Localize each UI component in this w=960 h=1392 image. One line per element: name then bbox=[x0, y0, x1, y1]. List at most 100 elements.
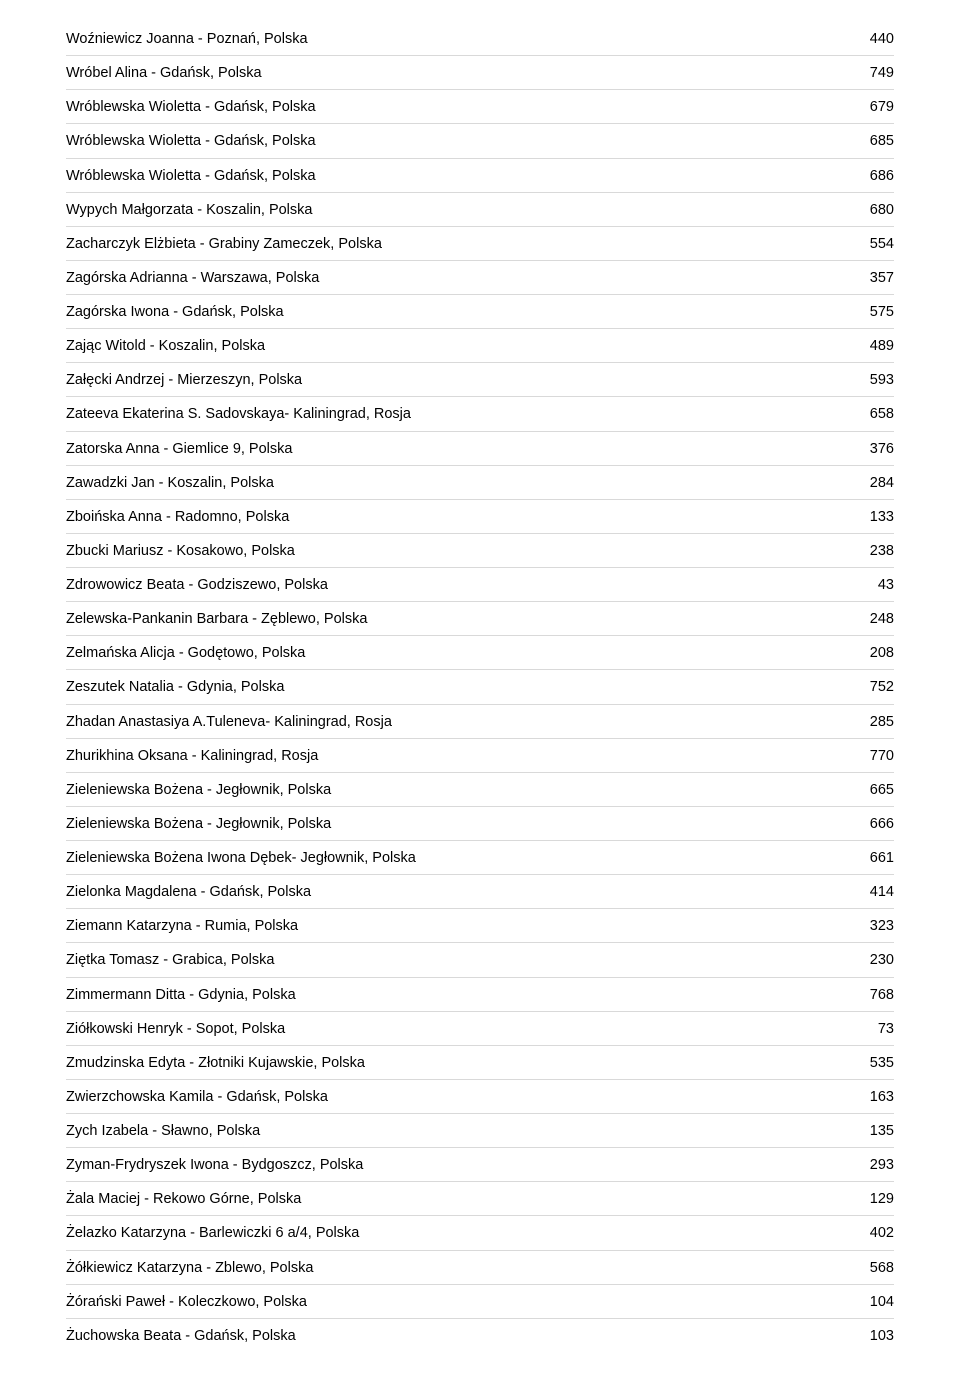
entry-number: 593 bbox=[844, 371, 894, 389]
entry-name: Zieleniewska Bożena - Jegłownik, Polska bbox=[66, 815, 844, 833]
entry-name: Zyman-Frydryszek Iwona - Bydgoszcz, Pols… bbox=[66, 1156, 844, 1174]
entry-name: Ziółkowski Henryk - Sopot, Polska bbox=[66, 1020, 844, 1038]
table-row: Zacharczyk Elżbieta - Grabiny Zameczek, … bbox=[66, 226, 894, 260]
entry-name: Wróblewska Wioletta - Gdańsk, Polska bbox=[66, 132, 844, 150]
entry-name: Zdrowowicz Beata - Godziszewo, Polska bbox=[66, 576, 844, 594]
table-row: Zimmermann Ditta - Gdynia, Polska768 bbox=[66, 977, 894, 1011]
entry-number: 575 bbox=[844, 303, 894, 321]
entry-name: Zwierzchowska Kamila - Gdańsk, Polska bbox=[66, 1088, 844, 1106]
entry-number: 129 bbox=[844, 1190, 894, 1208]
entry-name: Ziemann Katarzyna - Rumia, Polska bbox=[66, 917, 844, 935]
entry-name: Zhurikhina Oksana - Kaliningrad, Rosja bbox=[66, 747, 844, 765]
entry-number: 568 bbox=[844, 1259, 894, 1277]
entry-name: Woźniewicz Joanna - Poznań, Polska bbox=[66, 30, 844, 48]
entry-name: Ziętka Tomasz - Grabica, Polska bbox=[66, 951, 844, 969]
entry-name: Wróblewska Wioletta - Gdańsk, Polska bbox=[66, 98, 844, 116]
entry-name: Zagórska Iwona - Gdańsk, Polska bbox=[66, 303, 844, 321]
entry-number: 414 bbox=[844, 883, 894, 901]
table-row: Zagórska Adrianna - Warszawa, Polska357 bbox=[66, 260, 894, 294]
table-row: Zelewska-Pankanin Barbara - Zęblewo, Pol… bbox=[66, 601, 894, 635]
entry-number: 293 bbox=[844, 1156, 894, 1174]
entry-name: Żółkiewicz Katarzyna - Zblewo, Polska bbox=[66, 1259, 844, 1277]
entry-number: 685 bbox=[844, 132, 894, 150]
table-row: Zhurikhina Oksana - Kaliningrad, Rosja77… bbox=[66, 738, 894, 772]
entry-number: 489 bbox=[844, 337, 894, 355]
entry-number: 749 bbox=[844, 64, 894, 82]
entry-name: Zielonka Magdalena - Gdańsk, Polska bbox=[66, 883, 844, 901]
entry-number: 163 bbox=[844, 1088, 894, 1106]
entry-name: Zeszutek Natalia - Gdynia, Polska bbox=[66, 678, 844, 696]
table-row: Zawadzki Jan - Koszalin, Polska284 bbox=[66, 465, 894, 499]
entry-name: Zając Witold - Koszalin, Polska bbox=[66, 337, 844, 355]
table-row: Żelazko Katarzyna - Barlewiczki 6 a/4, P… bbox=[66, 1215, 894, 1249]
table-row: Wypych Małgorzata - Koszalin, Polska680 bbox=[66, 192, 894, 226]
entry-name: Zbucki Mariusz - Kosakowo, Polska bbox=[66, 542, 844, 560]
entry-number: 238 bbox=[844, 542, 894, 560]
entry-name: Zacharczyk Elżbieta - Grabiny Zameczek, … bbox=[66, 235, 844, 253]
table-row: Zych Izabela - Sławno, Polska135 bbox=[66, 1113, 894, 1147]
table-row: Zyman-Frydryszek Iwona - Bydgoszcz, Pols… bbox=[66, 1147, 894, 1181]
table-row: Zieleniewska Bożena Iwona Dębek- Jegłown… bbox=[66, 840, 894, 874]
entry-name: Zateeva Ekaterina S. Sadovskaya- Kalinin… bbox=[66, 405, 844, 423]
entry-number: 768 bbox=[844, 986, 894, 1004]
table-row: Ziętka Tomasz - Grabica, Polska230 bbox=[66, 942, 894, 976]
entry-number: 248 bbox=[844, 610, 894, 628]
entry-name: Zmudzinska Edyta - Złotniki Kujawskie, P… bbox=[66, 1054, 844, 1072]
table-row: Zieleniewska Bożena - Jegłownik, Polska6… bbox=[66, 806, 894, 840]
table-row: Ziemann Katarzyna - Rumia, Polska323 bbox=[66, 908, 894, 942]
table-row: Zateeva Ekaterina S. Sadovskaya- Kalinin… bbox=[66, 396, 894, 430]
table-row: Zagórska Iwona - Gdańsk, Polska575 bbox=[66, 294, 894, 328]
table-row: Zając Witold - Koszalin, Polska489 bbox=[66, 328, 894, 362]
entry-name: Zhadan Anastasiya A.Tuleneva- Kaliningra… bbox=[66, 713, 844, 731]
table-row: Żórański Paweł - Koleczkowo, Polska104 bbox=[66, 1284, 894, 1318]
entry-name: Załęcki Andrzej - Mierzeszyn, Polska bbox=[66, 371, 844, 389]
entry-name: Zelewska-Pankanin Barbara - Zęblewo, Pol… bbox=[66, 610, 844, 628]
entry-name: Zatorska Anna - Giemlice 9, Polska bbox=[66, 440, 844, 458]
entry-number: 73 bbox=[844, 1020, 894, 1038]
entry-number: 104 bbox=[844, 1293, 894, 1311]
table-row: Wróblewska Wioletta - Gdańsk, Polska686 bbox=[66, 158, 894, 192]
table-row: Żala Maciej - Rekowo Górne, Polska129 bbox=[66, 1181, 894, 1215]
entry-name: Zagórska Adrianna - Warszawa, Polska bbox=[66, 269, 844, 287]
entry-number: 665 bbox=[844, 781, 894, 799]
table-row: Zieleniewska Bożena - Jegłownik, Polska6… bbox=[66, 772, 894, 806]
entry-number: 661 bbox=[844, 849, 894, 867]
table-row: Zielonka Magdalena - Gdańsk, Polska414 bbox=[66, 874, 894, 908]
entry-name: Żórański Paweł - Koleczkowo, Polska bbox=[66, 1293, 844, 1311]
table-row: Zmudzinska Edyta - Złotniki Kujawskie, P… bbox=[66, 1045, 894, 1079]
entry-name: Zych Izabela - Sławno, Polska bbox=[66, 1122, 844, 1140]
table-row: Żółkiewicz Katarzyna - Zblewo, Polska568 bbox=[66, 1250, 894, 1284]
table-row: Zboińska Anna - Radomno, Polska133 bbox=[66, 499, 894, 533]
entry-number: 285 bbox=[844, 713, 894, 731]
entry-number: 554 bbox=[844, 235, 894, 253]
entry-number: 133 bbox=[844, 508, 894, 526]
table-row: Zhadan Anastasiya A.Tuleneva- Kaliningra… bbox=[66, 704, 894, 738]
entry-name: Żuchowska Beata - Gdańsk, Polska bbox=[66, 1327, 844, 1345]
entry-number: 752 bbox=[844, 678, 894, 696]
entry-number: 323 bbox=[844, 917, 894, 935]
entry-name: Żelazko Katarzyna - Barlewiczki 6 a/4, P… bbox=[66, 1224, 844, 1242]
entry-number: 679 bbox=[844, 98, 894, 116]
table-row: Zelmańska Alicja - Godętowo, Polska208 bbox=[66, 635, 894, 669]
entry-name: Wypych Małgorzata - Koszalin, Polska bbox=[66, 201, 844, 219]
entry-name: Zieleniewska Bożena - Jegłownik, Polska bbox=[66, 781, 844, 799]
entry-number: 135 bbox=[844, 1122, 894, 1140]
entry-name: Zawadzki Jan - Koszalin, Polska bbox=[66, 474, 844, 492]
entry-number: 103 bbox=[844, 1327, 894, 1345]
table-row: Woźniewicz Joanna - Poznań, Polska440 bbox=[66, 22, 894, 55]
table-row: Wróblewska Wioletta - Gdańsk, Polska685 bbox=[66, 123, 894, 157]
entries-list: Woźniewicz Joanna - Poznań, Polska440 Wró… bbox=[66, 22, 894, 1352]
entry-number: 402 bbox=[844, 1224, 894, 1242]
table-row: Zbucki Mariusz - Kosakowo, Polska238 bbox=[66, 533, 894, 567]
entry-number: 440 bbox=[844, 30, 894, 48]
entry-number: 680 bbox=[844, 201, 894, 219]
entry-name: Zieleniewska Bożena Iwona Dębek- Jegłown… bbox=[66, 849, 844, 867]
entry-number: 658 bbox=[844, 405, 894, 423]
table-row: Żuchowska Beata - Gdańsk, Polska103 bbox=[66, 1318, 894, 1352]
entry-number: 535 bbox=[844, 1054, 894, 1072]
entry-name: Zimmermann Ditta - Gdynia, Polska bbox=[66, 986, 844, 1004]
entry-number: 230 bbox=[844, 951, 894, 969]
entry-number: 770 bbox=[844, 747, 894, 765]
entry-number: 43 bbox=[844, 576, 894, 594]
table-row: Załęcki Andrzej - Mierzeszyn, Polska593 bbox=[66, 362, 894, 396]
